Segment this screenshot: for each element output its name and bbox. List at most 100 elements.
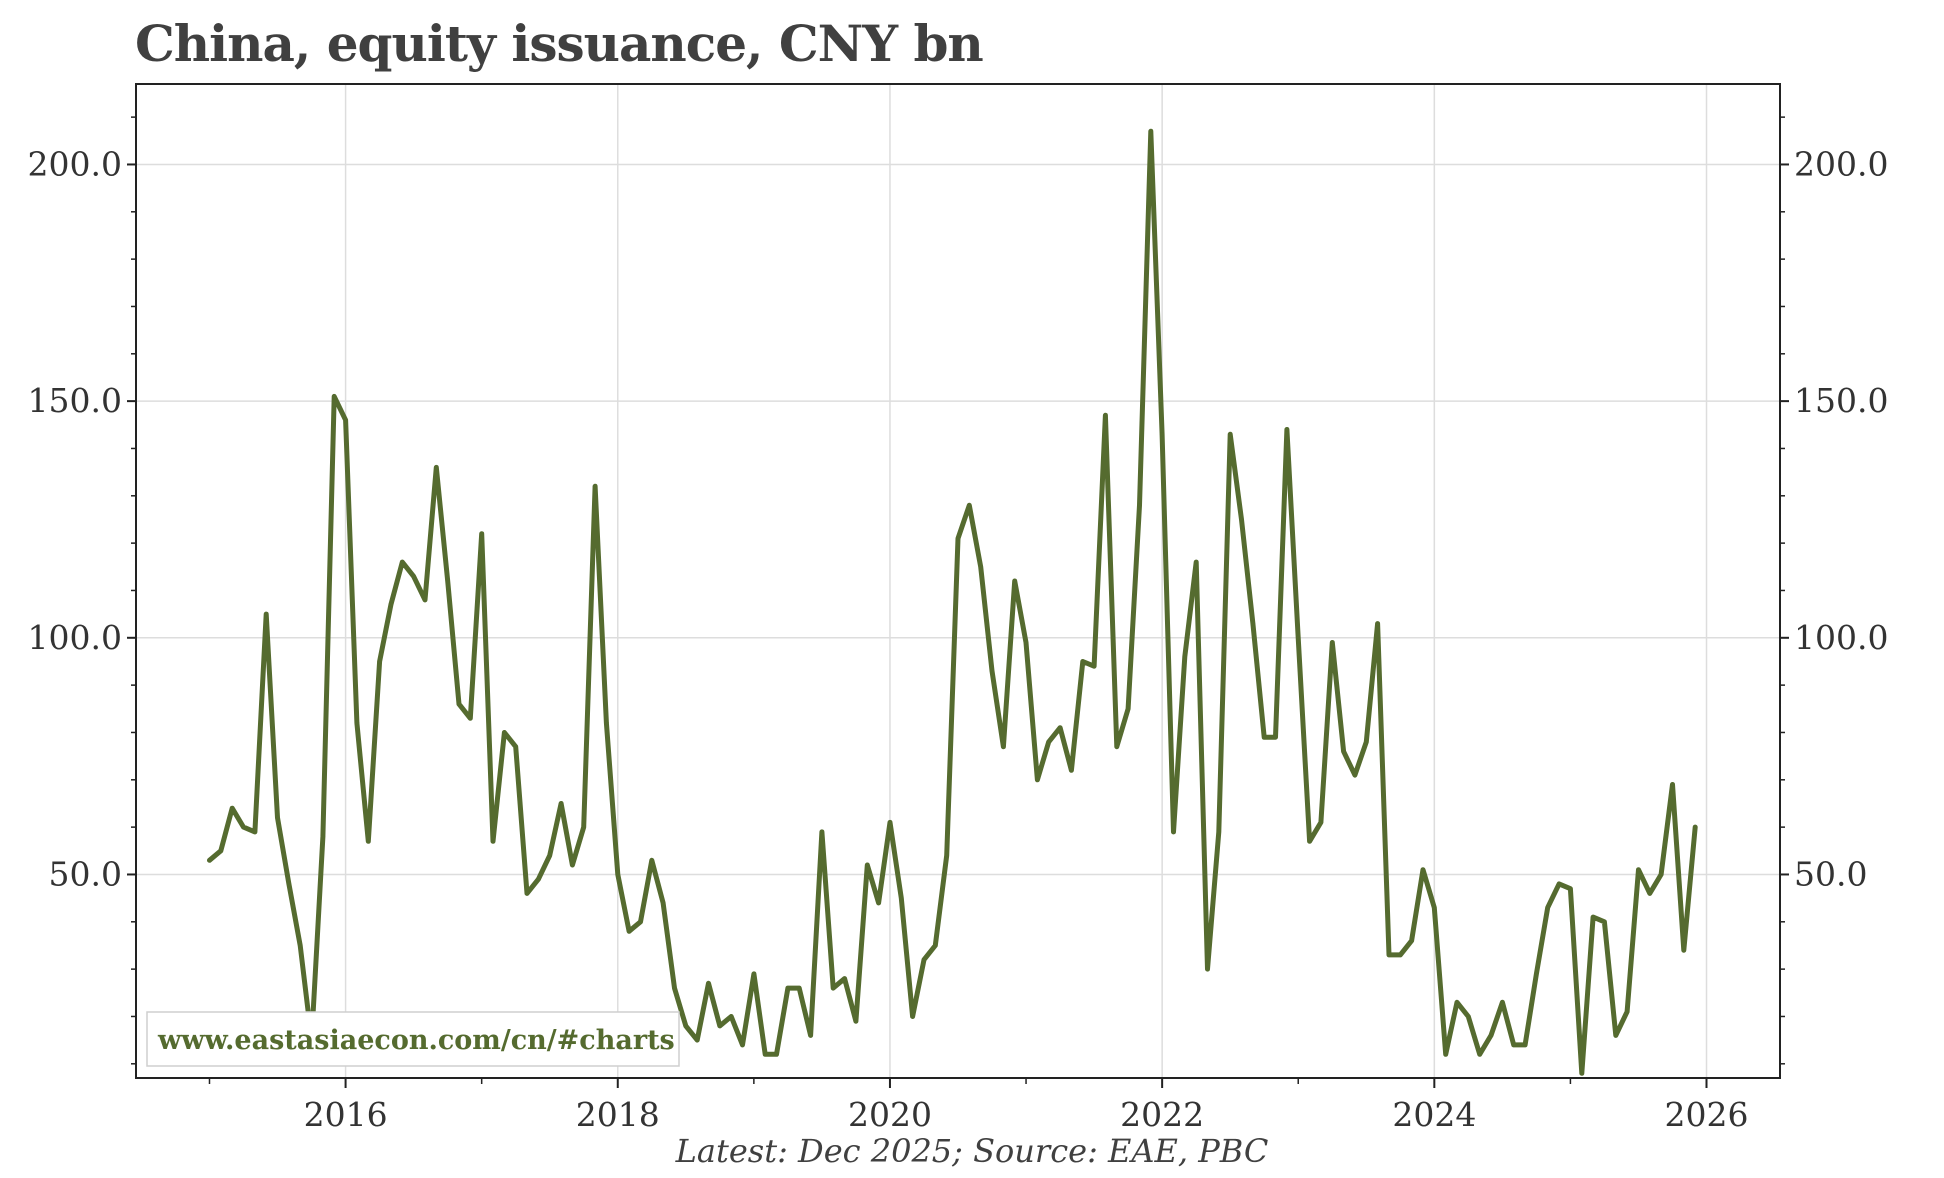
x-tick-label: 2018: [576, 1095, 660, 1134]
data-point: [422, 597, 428, 603]
plot-frame: [135, 83, 1781, 1079]
data-point: [1239, 517, 1244, 522]
data-point: [434, 465, 439, 470]
x-tick-label: 2024: [1392, 1095, 1476, 1134]
data-point: [853, 1019, 859, 1024]
data-point: [751, 971, 757, 977]
data-point: [445, 578, 450, 584]
data-point: [536, 877, 541, 882]
watermark-box[interactable]: www.eastasiaecon.com/cn/#charts: [146, 1011, 680, 1067]
data-point: [774, 1052, 779, 1057]
data-point: [1057, 725, 1063, 730]
data-point: [660, 900, 666, 906]
data-point: [1432, 905, 1437, 910]
data-point: [354, 720, 360, 726]
data-point: [683, 1023, 688, 1029]
data-point: [1194, 559, 1199, 565]
data-point: [218, 848, 223, 853]
data-point: [570, 862, 575, 868]
data-point: [513, 744, 518, 749]
watermark-link[interactable]: www.eastasiaecon.com/cn/#charts: [157, 1025, 675, 1056]
data-point: [1159, 432, 1165, 437]
data-point: [944, 853, 949, 858]
data-point: [978, 564, 983, 569]
data-point: [649, 858, 654, 863]
y-tick-label-left: 200.0: [28, 144, 122, 183]
data-point: [230, 806, 235, 811]
data-point: [298, 943, 303, 948]
data-point: [1341, 749, 1346, 754]
data-point: [740, 1042, 745, 1048]
data-point: [933, 943, 938, 948]
data-point: [581, 824, 586, 830]
data-point: [1318, 820, 1324, 825]
y-tick-label-right: 100.0: [1794, 618, 1888, 657]
data-point: [1568, 886, 1573, 891]
data-point: [842, 976, 847, 981]
data-point: [1658, 872, 1664, 877]
data-point: [366, 839, 371, 844]
data-point: [967, 503, 972, 508]
data-point: [955, 536, 961, 541]
data-point: [763, 1052, 768, 1057]
data-point: [865, 862, 870, 868]
data-point: [1636, 867, 1641, 872]
data-point: [1103, 413, 1108, 418]
series-line-equity-issuance: [207, 128, 1698, 1076]
data-point: [332, 394, 337, 399]
data-point: [275, 815, 280, 820]
data-point: [1262, 735, 1267, 740]
y-tick-label-right: 50.0: [1794, 854, 1867, 893]
data-points: [207, 129, 1698, 1076]
data-point: [1069, 768, 1074, 773]
data-point: [808, 1033, 813, 1038]
data-point: [695, 1037, 700, 1043]
data-point: [524, 891, 530, 896]
data-point: [1364, 739, 1369, 745]
gridlines: [136, 84, 1780, 1078]
data-point: [1386, 952, 1392, 958]
data-point: [1477, 1052, 1482, 1057]
data-point: [1012, 578, 1017, 584]
data-point: [1602, 919, 1607, 924]
data-point: [377, 659, 382, 664]
x-tick-label: 2026: [1665, 1095, 1749, 1134]
data-point: [1443, 1052, 1448, 1057]
y-tick-label-left: 100.0: [28, 618, 122, 657]
data-point: [899, 895, 904, 901]
data-point: [1296, 635, 1301, 640]
data-point: [1216, 829, 1222, 835]
data-point: [1579, 1071, 1585, 1076]
data-point: [1307, 839, 1312, 844]
x-tick-label: 2022: [1120, 1095, 1204, 1134]
source-note: Latest: Dec 2025; Source: EAE, PBC: [675, 1132, 1269, 1170]
data-point: [910, 1014, 915, 1019]
data-point: [241, 824, 246, 830]
y-axis-right-labels: 50.0 100.0 150.0 200.0: [1794, 144, 1888, 893]
data-point: [388, 602, 394, 607]
data-point: [1670, 782, 1675, 787]
data-point: [207, 858, 212, 863]
data-point: [1125, 706, 1131, 711]
data-point: [638, 919, 643, 924]
data-point: [264, 611, 269, 617]
data-point: [887, 820, 893, 825]
data-point: [479, 531, 484, 536]
data-point: [400, 559, 405, 565]
data-point: [1023, 640, 1029, 645]
data-point: [1522, 1042, 1528, 1048]
y-tick-label-right: 150.0: [1794, 381, 1888, 420]
data-point: [502, 730, 507, 735]
data-point: [626, 929, 632, 934]
x-axis-labels: 2016 2018 2020 2022 2024 2026: [304, 1095, 1749, 1134]
data-point: [785, 985, 791, 991]
data-point: [1488, 1033, 1494, 1038]
data-point: [1375, 621, 1380, 626]
data-point: [717, 1023, 722, 1029]
x-tick-label: 2020: [848, 1095, 932, 1134]
data-point: [468, 716, 473, 721]
data-point: [1693, 824, 1698, 830]
data-point: [1624, 1009, 1630, 1014]
data-point: [343, 417, 348, 423]
data-point: [706, 981, 711, 986]
